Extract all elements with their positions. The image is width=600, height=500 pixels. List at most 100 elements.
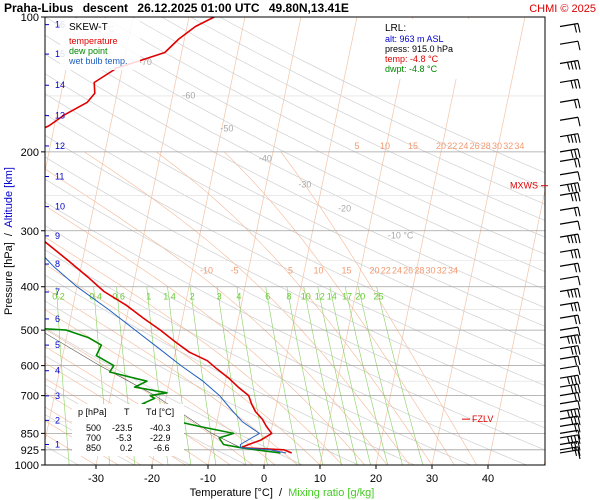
wind-barb	[559, 191, 581, 202]
altitude-tick-label: 1	[55, 440, 60, 450]
wind-barb-flag	[577, 207, 581, 217]
wind-barb	[559, 392, 581, 402]
wind-barb-flag	[570, 346, 574, 355]
mixing-ratio-label: 12	[315, 292, 325, 302]
wind-barb-flag	[573, 441, 578, 451]
mixing-ratio-label: 3	[217, 292, 222, 302]
pressure-tick-label: 100	[21, 12, 39, 24]
wind-barb-flag	[577, 449, 581, 460]
table-cell: -23.5	[112, 423, 133, 433]
altitude-tick-label: 11	[55, 171, 64, 181]
wind-barb-flag	[573, 423, 578, 433]
wind-barb-flag	[573, 302, 578, 312]
wind-barb	[559, 40, 581, 51]
dry-adiabat-line	[45, 156, 545, 407]
isotherm-line	[375, 17, 470, 465]
lrl-altitude: alt: 963 m ASL	[385, 34, 444, 44]
mixing-ratio-label: 17	[342, 292, 352, 302]
wind-barb	[559, 220, 581, 231]
wind-barb-flag	[577, 327, 581, 337]
wind-barb-flag	[577, 441, 581, 451]
dry-adiabat-label: -20	[338, 204, 351, 214]
fzlv-label: FZLV	[472, 414, 493, 424]
wind-barb-staff	[559, 365, 579, 370]
isotherm-label: 10	[314, 265, 324, 275]
mixing-ratio-label: 1.4	[163, 292, 176, 302]
dry-adiabat-line	[45, 113, 545, 366]
y-axis-label-pressure: Pressure [hPa]	[3, 242, 15, 315]
mixing-ratio-label: 20	[355, 292, 365, 302]
plot-frame	[44, 16, 546, 466]
altitude-tick-label: 8	[55, 259, 60, 269]
isotherm-label: 26	[470, 141, 480, 151]
sounding-mode: descent	[83, 1, 128, 15]
wind-barb-flag	[573, 315, 578, 325]
wind-barb-flag	[570, 442, 574, 451]
wind-barb-flag	[566, 290, 571, 298]
isotherm-label: 28	[414, 265, 424, 275]
wind-barb-flag	[573, 346, 578, 355]
wind-barb-flag	[577, 392, 581, 402]
wind-barb-flag	[577, 148, 581, 158]
temperature-tick-label: -20	[144, 473, 160, 485]
wind-barb	[559, 301, 581, 312]
legend-temperature: temperature	[69, 36, 118, 46]
wind-barb-flag	[577, 234, 581, 244]
mixing-ratio-label: 10	[301, 292, 311, 302]
wind-barb-flag	[577, 446, 581, 456]
mxws-label: MXWS	[510, 181, 538, 191]
isotherm-label: 24	[458, 141, 468, 151]
wind-barb-flag	[566, 436, 571, 445]
isotherm-label: 5	[354, 141, 359, 151]
temperature-tick-label: 20	[370, 473, 382, 485]
wind-barb-flag	[577, 192, 581, 202]
moist-adiabat-line	[45, 309, 276, 465]
mixing-ratio-label: 2	[190, 292, 195, 302]
table-header-pressure: p [hPa]	[78, 407, 107, 417]
mixing-ratio-label: 6	[265, 292, 270, 302]
altitude-tick-label: 2	[55, 415, 60, 425]
wind-barb-staff	[559, 275, 579, 280]
temperature-axis: -30 -20 -10 0 10 20 30 40	[88, 465, 494, 485]
dry-adiabat-line	[73, 17, 545, 255]
isotherm-label: 22	[381, 265, 391, 275]
mixing-ratio-line	[216, 286, 246, 465]
wind-barb-flag	[573, 335, 578, 344]
mixing-ratio-label: 0.4	[89, 292, 102, 302]
wind-barb-flag	[566, 62, 571, 70]
isotherm-label: 20	[436, 141, 446, 151]
wind-barb-flag	[577, 133, 581, 143]
isotherm-line	[487, 188, 545, 465]
y-axis-label-altitude: Altitude [km]	[3, 167, 15, 228]
wind-barb-flag	[570, 335, 574, 344]
wind-barb-flag	[573, 79, 578, 89]
wind-barb-flag	[573, 416, 578, 426]
mixing-ratio-label: 14	[327, 292, 337, 302]
table-cell: 500	[86, 423, 101, 433]
wind-barb-flag	[566, 336, 571, 344]
lrl-box: LRL: alt: 963 m ASL press: 915.0 hPa tem…	[380, 19, 484, 79]
mixing-ratio-line	[329, 286, 371, 465]
mixing-ratio-line	[344, 286, 389, 465]
wind-barb-staff	[559, 116, 579, 121]
wind-barb-flag	[577, 408, 581, 418]
wind-barb	[559, 59, 581, 70]
wind-barb-flag	[570, 250, 574, 259]
isotherm-line	[431, 17, 526, 465]
wind-barb-flag	[573, 207, 578, 217]
wind-barb-flag	[577, 400, 581, 410]
wind-barb-flag	[577, 423, 581, 433]
mixing-ratio-line	[167, 286, 192, 465]
wind-barb-flag	[573, 384, 578, 394]
wind-barb-flag	[577, 288, 581, 298]
station-coords: 49.80N,13.41E	[269, 1, 349, 15]
table-cell: -6.6	[154, 443, 170, 453]
y-axis-label-sep: /	[3, 232, 15, 236]
wind-barb-flag	[573, 435, 578, 445]
altitude-tick-label: 7	[55, 287, 60, 297]
copyright-label: CHMI © 2025	[529, 3, 596, 15]
wind-barb	[559, 446, 581, 456]
lrl-dewpoint: dwpt: -4.8 °C	[385, 64, 438, 74]
sounding-datetime: 26.12.2025 01:00 UTC	[137, 1, 259, 15]
